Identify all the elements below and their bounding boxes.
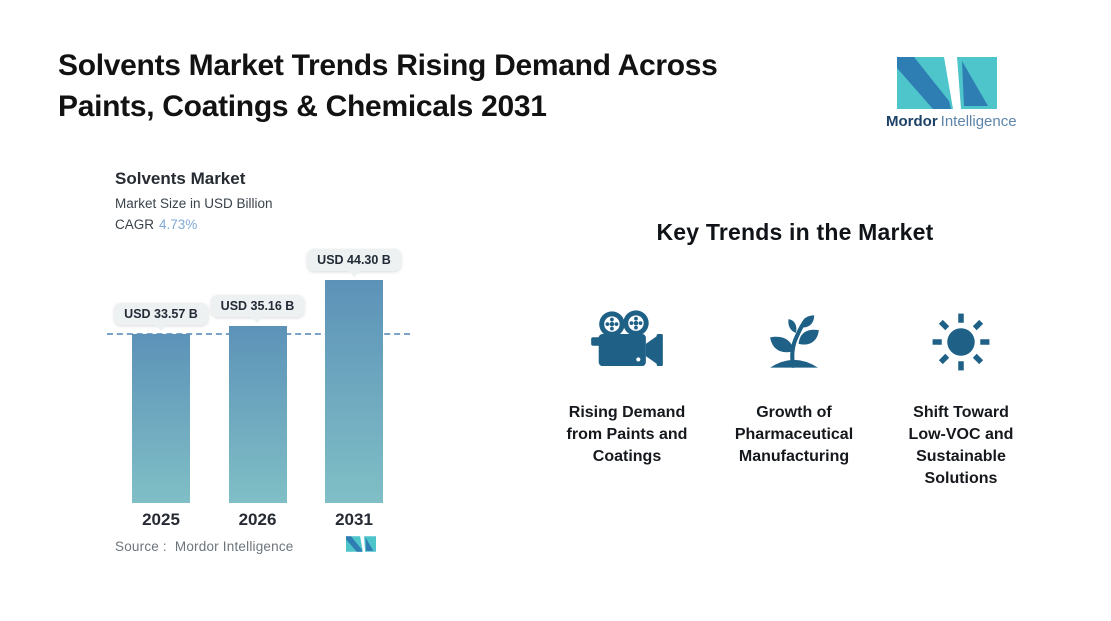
chart-cagr: CAGR 4.73% (115, 217, 273, 232)
source-value: Mordor Intelligence (174, 539, 294, 554)
bar-value-badge: USD 35.16 B (210, 295, 305, 317)
movie-camera-icon (542, 302, 712, 382)
trend-item-paints-coatings: Rising Demand from Paints and Coatings (542, 302, 712, 468)
chart-subtitle: Market Size in USD Billion (115, 196, 273, 211)
brand-name: Mordor Intelligence (886, 113, 1017, 130)
bar-column: USD 44.30 B 2031 (307, 249, 401, 529)
page-title-line1: Solvents Market Trends Rising Demand Acr… (58, 49, 718, 82)
bar (132, 334, 190, 503)
bar (228, 326, 287, 503)
cagr-label: CAGR (115, 217, 155, 232)
bar-plot: USD 33.57 B 2025 USD 35.16 B 2026 USD 44.30 … (107, 249, 410, 529)
source-row: Source : Mordor Intelligence (115, 539, 294, 554)
bar (325, 280, 383, 503)
trend-label: Growth of Pharmaceutical Manufacturing (734, 404, 854, 465)
trends-heading: Key Trends in the Market (656, 219, 934, 245)
mordor-intelligence-logo-small-icon (346, 536, 376, 552)
brand-logo: Mordor Intelligence (886, 57, 1017, 130)
bar-column: USD 33.57 B 2025 (114, 250, 208, 529)
bar-year-label: 2031 (335, 510, 373, 529)
page-title: Solvents Market Trends Rising Demand Acr… (58, 45, 858, 127)
source-label: Source : (115, 539, 167, 554)
mordor-intelligence-logo-icon (897, 57, 997, 109)
bar-year-label: 2026 (238, 510, 277, 529)
trend-label: Shift Toward Low-VOC and Sustainable Sol… (908, 404, 1014, 487)
trend-label: Rising Demand from Paints and Coatings (566, 404, 688, 465)
chart-title: Solvents Market (115, 169, 246, 188)
brand-name-bold: Mordor (886, 113, 938, 130)
plant-growth-icon (709, 302, 879, 382)
brand-name-light: Intelligence (940, 113, 1017, 130)
bar-value-badge: USD 33.57 B (114, 303, 208, 325)
sun-icon (876, 302, 1046, 382)
bar-year-label: 2025 (142, 510, 180, 529)
page-title-line2: Paints, Coatings & Chemicals 2031 (58, 90, 547, 123)
bar-value-badge: USD 44.30 B (307, 249, 401, 271)
trend-item-pharma: Growth of Pharmaceutical Manufacturing (709, 302, 879, 468)
chart-header: Solvents Market Market Size in USD Billi… (115, 169, 273, 232)
trend-item-low-voc: Shift Toward Low-VOC and Sustainable Sol… (876, 302, 1046, 490)
bar-column: USD 35.16 B 2026 (210, 250, 305, 529)
cagr-value: 4.73% (159, 217, 198, 232)
